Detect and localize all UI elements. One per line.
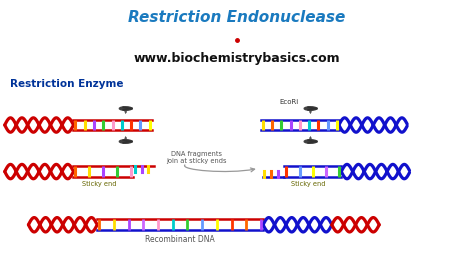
Text: DNA fragments
join at sticky ends: DNA fragments join at sticky ends bbox=[166, 151, 227, 164]
Text: EcoRi: EcoRi bbox=[280, 99, 299, 105]
Ellipse shape bbox=[119, 107, 132, 110]
Text: Restriction Enzyme: Restriction Enzyme bbox=[10, 79, 124, 89]
Ellipse shape bbox=[304, 140, 317, 143]
FancyArrowPatch shape bbox=[184, 165, 255, 172]
Text: Restriction Endonuclease: Restriction Endonuclease bbox=[128, 10, 346, 25]
Ellipse shape bbox=[119, 140, 132, 143]
Text: Recombinant DNA: Recombinant DNA bbox=[145, 235, 215, 244]
Text: Sticky end: Sticky end bbox=[82, 181, 117, 187]
Text: www.biochemistrybasics.com: www.biochemistrybasics.com bbox=[134, 52, 340, 65]
Text: Sticky end: Sticky end bbox=[291, 181, 325, 187]
Ellipse shape bbox=[304, 107, 317, 110]
